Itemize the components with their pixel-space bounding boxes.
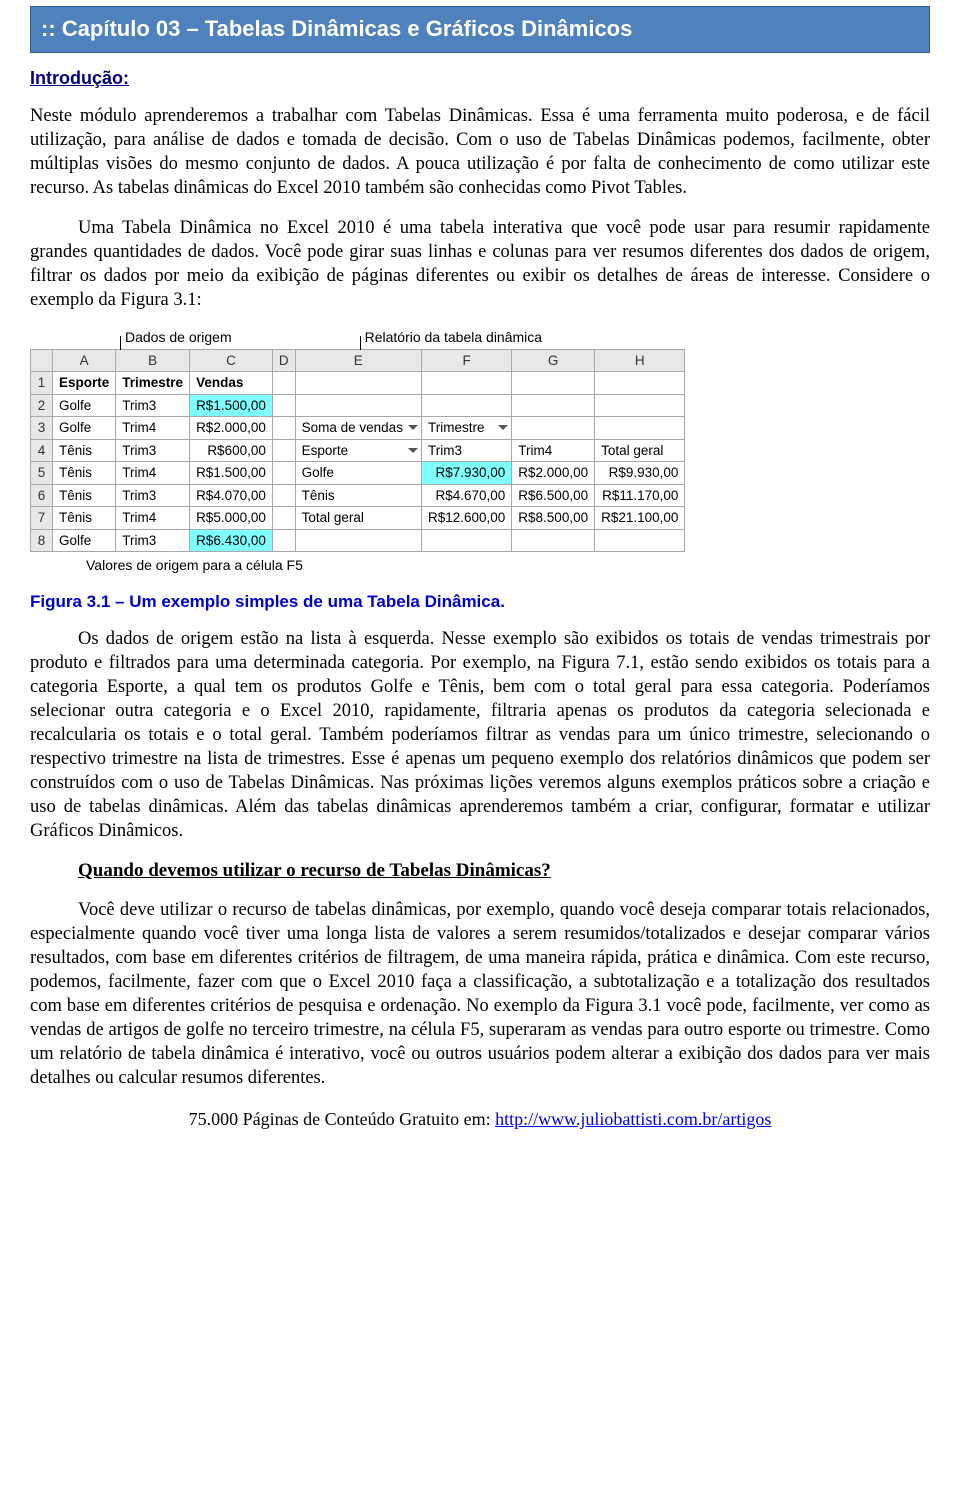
col-B: B [116, 349, 190, 372]
src-r7-esporte: Golfe [53, 529, 116, 552]
col-H: H [595, 349, 685, 372]
cell-d8 [272, 529, 295, 552]
pivot-row1-label: Golfe [295, 462, 421, 485]
intro-heading: Introdução: [30, 67, 930, 90]
cell-d1 [272, 372, 295, 395]
cell-f8 [421, 529, 511, 552]
src-r6-esporte: Tênis [53, 507, 116, 530]
cell-g8 [512, 529, 595, 552]
cell-e8 [295, 529, 421, 552]
pivot-row3-label: Total geral [295, 507, 421, 530]
src-r4-trim: Trim4 [116, 462, 190, 485]
page-footer: 75.000 Páginas de Conteúdo Gratuito em: … [30, 1108, 930, 1131]
pivot-row1-c1: R$7.930,00 [421, 462, 511, 485]
pivot-col-trim3: Trim3 [421, 439, 511, 462]
chapter-title-bar: :: Capítulo 03 – Tabelas Dinâmicas e Grá… [30, 6, 930, 53]
pivot-row2-c2: R$6.500,00 [512, 484, 595, 507]
footer-link[interactable]: http://www.juliobattisti.com.br/artigos [495, 1109, 771, 1129]
figure-3-1: Dados de origem Relatório da tabela dinâ… [30, 328, 930, 574]
footer-text: 75.000 Páginas de Conteúdo Gratuito em: [189, 1109, 495, 1129]
cell-h1 [595, 372, 685, 395]
figure-footnote: Valores de origem para a célula F5 [86, 556, 930, 574]
col-A: A [53, 349, 116, 372]
pivot-col-label[interactable]: Trimestre [421, 417, 511, 440]
col-C: C [190, 349, 273, 372]
col-G: G [512, 349, 595, 372]
src-r1-esporte: Golfe [53, 394, 116, 417]
cell-g1 [512, 372, 595, 395]
src-r4-vendas: R$1.500,00 [190, 462, 273, 485]
cell-e2 [295, 394, 421, 417]
figure-label-source: Dados de origem [120, 328, 232, 346]
pivot-row2-c1: R$4.670,00 [421, 484, 511, 507]
src-r6-trim: Trim4 [116, 507, 190, 530]
cell-e1 [295, 372, 421, 395]
pivot-row3-c1: R$12.600,00 [421, 507, 511, 530]
col-D: D [272, 349, 295, 372]
cell-h3 [595, 417, 685, 440]
pivot-corner[interactable]: Soma de vendas [295, 417, 421, 440]
pivot-row2-c3: R$11.170,00 [595, 484, 685, 507]
src-r3-vendas: R$600,00 [190, 439, 273, 462]
src-r1-trim: Trim3 [116, 394, 190, 417]
subheading-when-use: Quando devemos utilizar o recurso de Tab… [78, 859, 930, 884]
cell-d5 [272, 462, 295, 485]
row-7: 7 [31, 507, 53, 530]
figure-label-report: Relatório da tabela dinâmica [360, 328, 542, 346]
src-r6-vendas: R$5.000,00 [190, 507, 273, 530]
src-r7-vendas: R$6.430,00 [190, 529, 273, 552]
row-1: 1 [31, 372, 53, 395]
cell-f1 [421, 372, 511, 395]
excel-grid: A B C D E F G H 1 Esporte Trimestre Vend… [30, 349, 685, 553]
corner-cell [31, 349, 53, 372]
src-r2-esporte: Golfe [53, 417, 116, 440]
cell-d3 [272, 417, 295, 440]
row-8: 8 [31, 529, 53, 552]
figure-label-source-text: Dados de origem [125, 328, 232, 346]
pivot-row-label[interactable]: Esporte [295, 439, 421, 462]
cell-g2 [512, 394, 595, 417]
hdr-esporte: Esporte [53, 372, 116, 395]
row-6: 6 [31, 484, 53, 507]
row-5: 5 [31, 462, 53, 485]
pivot-col-total: Total geral [595, 439, 685, 462]
src-r3-trim: Trim3 [116, 439, 190, 462]
src-r5-trim: Trim3 [116, 484, 190, 507]
row-2: 2 [31, 394, 53, 417]
hdr-vendas: Vendas [190, 372, 273, 395]
paragraph-2: Uma Tabela Dinâmica no Excel 2010 é uma … [30, 216, 930, 312]
cell-d6 [272, 484, 295, 507]
pivot-col-trim4: Trim4 [512, 439, 595, 462]
src-r5-esporte: Tênis [53, 484, 116, 507]
cell-h8 [595, 529, 685, 552]
src-r3-esporte: Tênis [53, 439, 116, 462]
cell-d7 [272, 507, 295, 530]
col-F: F [421, 349, 511, 372]
paragraph-4: Você deve utilizar o recurso de tabelas … [30, 898, 930, 1090]
figure-label-report-text: Relatório da tabela dinâmica [365, 328, 542, 346]
pivot-row3-c3: R$21.100,00 [595, 507, 685, 530]
paragraph-3: Os dados de origem estão na lista à esqu… [30, 627, 930, 843]
pivot-row3-c2: R$8.500,00 [512, 507, 595, 530]
row-4: 4 [31, 439, 53, 462]
figure-caption: Figura 3.1 – Um exemplo simples de uma T… [30, 591, 930, 613]
cell-g3 [512, 417, 595, 440]
src-r4-esporte: Tênis [53, 462, 116, 485]
cell-h2 [595, 394, 685, 417]
cell-d2 [272, 394, 295, 417]
pivot-row2-label: Tênis [295, 484, 421, 507]
src-r2-vendas: R$2.000,00 [190, 417, 273, 440]
cell-d4 [272, 439, 295, 462]
src-r5-vendas: R$4.070,00 [190, 484, 273, 507]
cell-f2 [421, 394, 511, 417]
hdr-trimestre: Trimestre [116, 372, 190, 395]
paragraph-1: Neste módulo aprenderemos a trabalhar co… [30, 104, 930, 200]
col-E: E [295, 349, 421, 372]
row-3: 3 [31, 417, 53, 440]
pivot-row1-c2: R$2.000,00 [512, 462, 595, 485]
src-r1-vendas: R$1.500,00 [190, 394, 273, 417]
src-r2-trim: Trim4 [116, 417, 190, 440]
src-r7-trim: Trim3 [116, 529, 190, 552]
pivot-row1-c3: R$9.930,00 [595, 462, 685, 485]
